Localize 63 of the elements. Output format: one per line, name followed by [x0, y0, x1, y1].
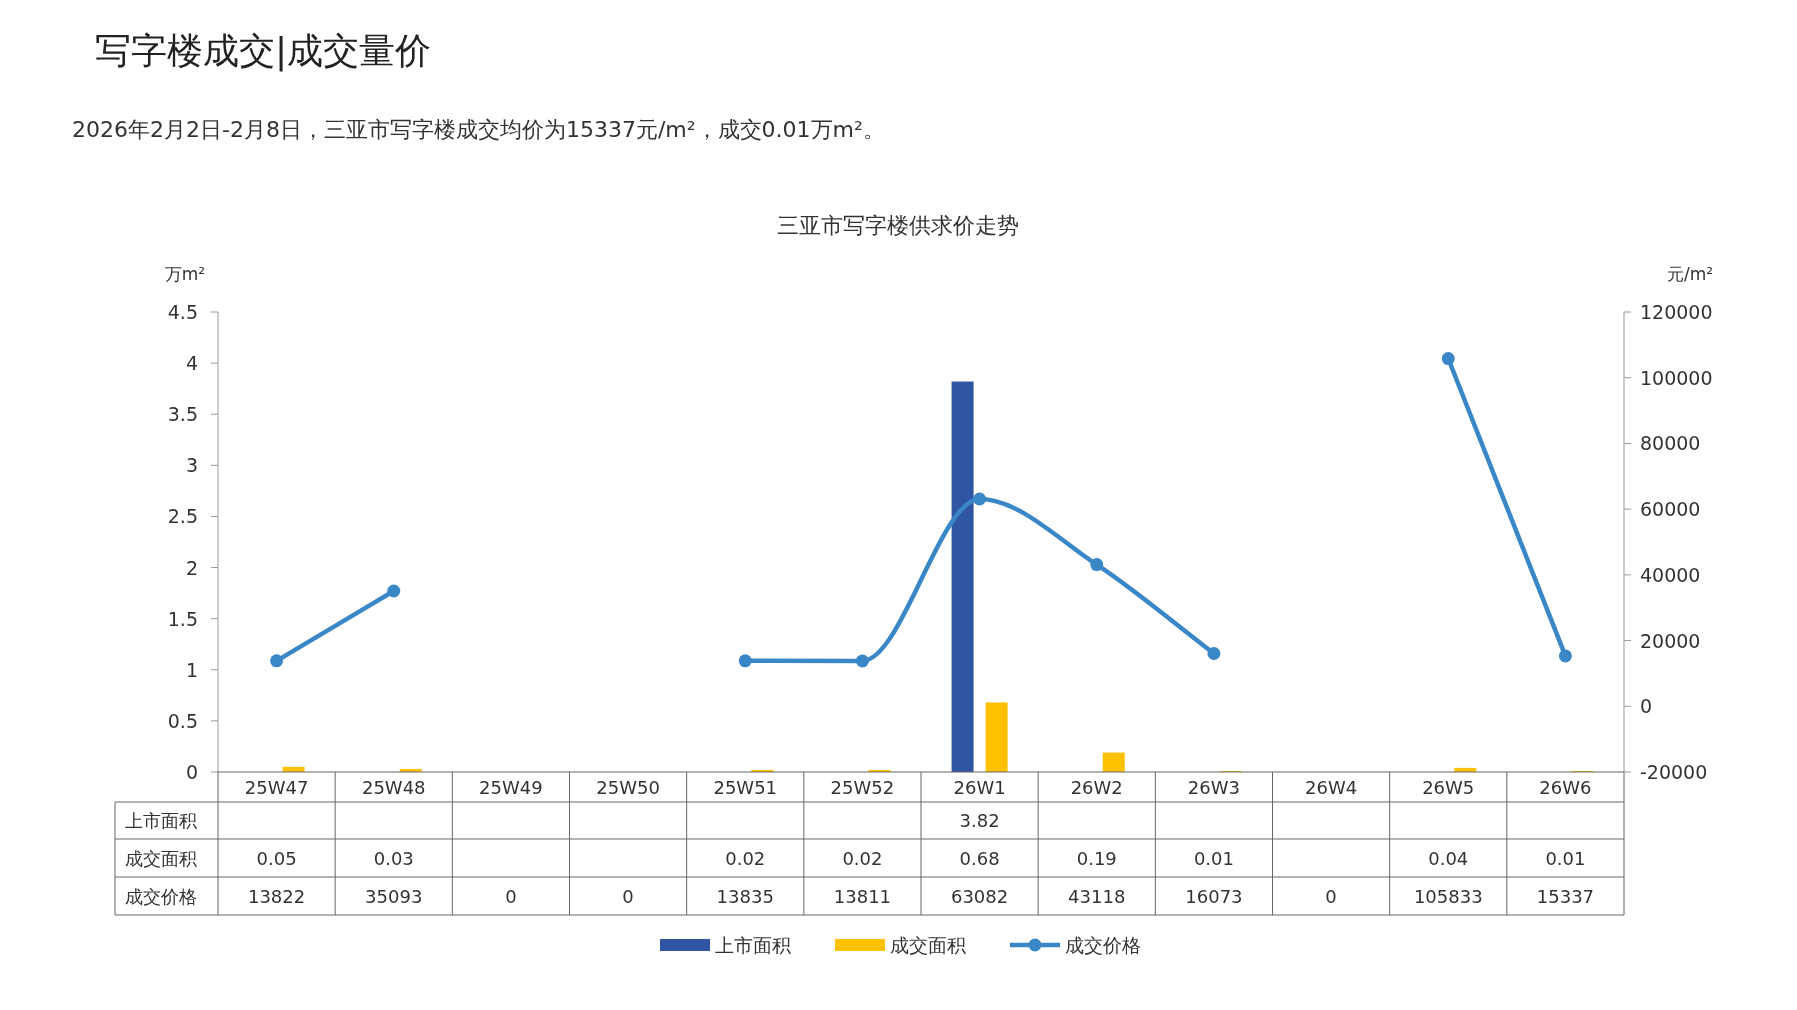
x-tick-label: 25W52 — [830, 776, 895, 798]
y2-tick-label: 60000 — [1640, 498, 1701, 521]
y-tick-label: 4 — [185, 352, 198, 375]
y2-tick-label: -20000 — [1640, 761, 1708, 783]
text: 成交面积 — [125, 847, 197, 869]
y-tick-label: 4.5 — [167, 301, 198, 323]
x-tick-label: 25W48 — [361, 776, 426, 798]
text: 0 — [622, 885, 634, 907]
x-tick-label: 26W2 — [1070, 776, 1123, 798]
data-label: 3.82 — [959, 810, 1000, 831]
data-label: 0.04 — [1428, 847, 1469, 869]
data-label: 105833 — [1413, 885, 1483, 907]
y-tick-label: 2.5 — [167, 505, 198, 528]
x-tick-label: 25W50 — [596, 776, 660, 798]
text: 0 — [1325, 885, 1337, 907]
chart-title: 三亚市写字楼供求价走势 — [777, 212, 1019, 238]
chart-subtitle: 2026年2月2日-2月8日，三亚市写字楼成交均价为15337元/m²，成交0.01万m²。 — [72, 116, 885, 142]
data-label: 15337 — [1536, 885, 1595, 907]
data-label: 43118 — [1068, 885, 1126, 907]
y-tick-label: 1 — [185, 658, 198, 681]
y-tick-label: 0 — [185, 761, 198, 783]
data-label: 0.02 — [842, 847, 883, 869]
x-tick-label: 26W4 — [1305, 776, 1358, 798]
y2-tick-label: 80000 — [1640, 432, 1701, 455]
data-label: 0.19 — [1076, 847, 1117, 869]
data-label: 0.68 — [959, 847, 1000, 869]
data-label: 0.01 — [1545, 847, 1586, 869]
y2-tick-label: 40000 — [1640, 563, 1701, 586]
data-label: 13822 — [247, 885, 306, 907]
y2-tick-label: 20000 — [1640, 629, 1701, 652]
data-label: 0.02 — [725, 847, 766, 869]
legend-label: 上市面积 — [715, 934, 791, 956]
x-tick-label: 25W47 — [244, 776, 309, 798]
x-tick-label: 25W49 — [479, 776, 543, 798]
data-label: 35093 — [365, 885, 423, 907]
y-tick-label: 0.5 — [167, 709, 198, 732]
y2-tick-label: 120000 — [1640, 301, 1713, 323]
text: 写字楼成交|成交量价 — [95, 29, 432, 72]
x-tick-label: 25W51 — [713, 776, 778, 798]
y-tick-label: 1.5 — [167, 607, 198, 630]
x-tick-label: 26W5 — [1422, 776, 1475, 798]
y2-tick-label: 100000 — [1640, 366, 1713, 389]
x-tick-label: 26W6 — [1539, 776, 1592, 798]
data-label: 13811 — [833, 885, 892, 907]
text: 0 — [505, 885, 517, 907]
text: 上市面积 — [125, 810, 197, 831]
x-tick-label: 26W3 — [1187, 776, 1240, 798]
y-tick-label: 3.5 — [167, 403, 198, 426]
y2-axis-title: 元/m² — [1666, 264, 1714, 284]
x-tick-label: 26W1 — [953, 776, 1006, 798]
text: 成交价格 — [125, 885, 197, 907]
y2-tick-label: 0 — [1640, 695, 1653, 718]
data-label: 13835 — [716, 885, 774, 907]
data-label: 0.05 — [256, 847, 297, 869]
y-axis-title: 万m² — [164, 264, 206, 284]
data-label: 63082 — [950, 885, 1009, 907]
legend-label: 成交价格 — [1065, 934, 1141, 956]
legend-label: 成交面积 — [890, 934, 966, 956]
data-label: 0.01 — [1193, 847, 1234, 869]
y-tick-label: 2 — [185, 556, 198, 579]
y-tick-label: 3 — [185, 454, 198, 477]
data-label: 16073 — [1185, 885, 1243, 907]
data-label: 0.03 — [373, 847, 414, 869]
